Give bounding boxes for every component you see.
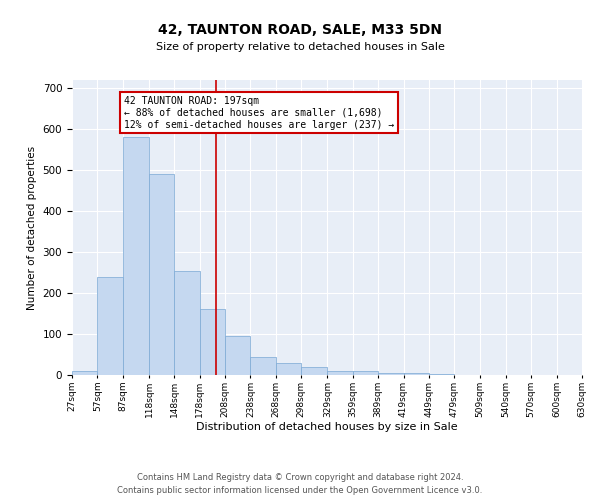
Bar: [175, 270, 200, 375]
Bar: [123, 138, 149, 375]
Text: Size of property relative to detached houses in Sale: Size of property relative to detached ho…: [155, 42, 445, 52]
Bar: [353, 371, 378, 375]
Bar: [250, 356, 276, 375]
Bar: [301, 367, 328, 375]
Bar: [225, 336, 250, 375]
X-axis label: Distribution of detached houses by size in Sale: Distribution of detached houses by size …: [196, 422, 458, 432]
Bar: [149, 174, 175, 375]
Bar: [429, 374, 454, 375]
Bar: [97, 276, 123, 375]
Text: Contains HM Land Registry data © Crown copyright and database right 2024.: Contains HM Land Registry data © Crown c…: [137, 472, 463, 482]
Bar: [328, 371, 353, 375]
Text: 42, TAUNTON ROAD, SALE, M33 5DN: 42, TAUNTON ROAD, SALE, M33 5DN: [158, 22, 442, 36]
Y-axis label: Number of detached properties: Number of detached properties: [27, 146, 37, 310]
Bar: [276, 362, 301, 375]
Bar: [72, 371, 97, 375]
Text: Contains public sector information licensed under the Open Government Licence v3: Contains public sector information licen…: [118, 486, 482, 495]
Text: 42 TAUNTON ROAD: 197sqm
← 88% of detached houses are smaller (1,698)
12% of semi: 42 TAUNTON ROAD: 197sqm ← 88% of detache…: [124, 96, 394, 130]
Bar: [404, 373, 429, 375]
Bar: [200, 310, 225, 375]
Bar: [378, 373, 404, 375]
